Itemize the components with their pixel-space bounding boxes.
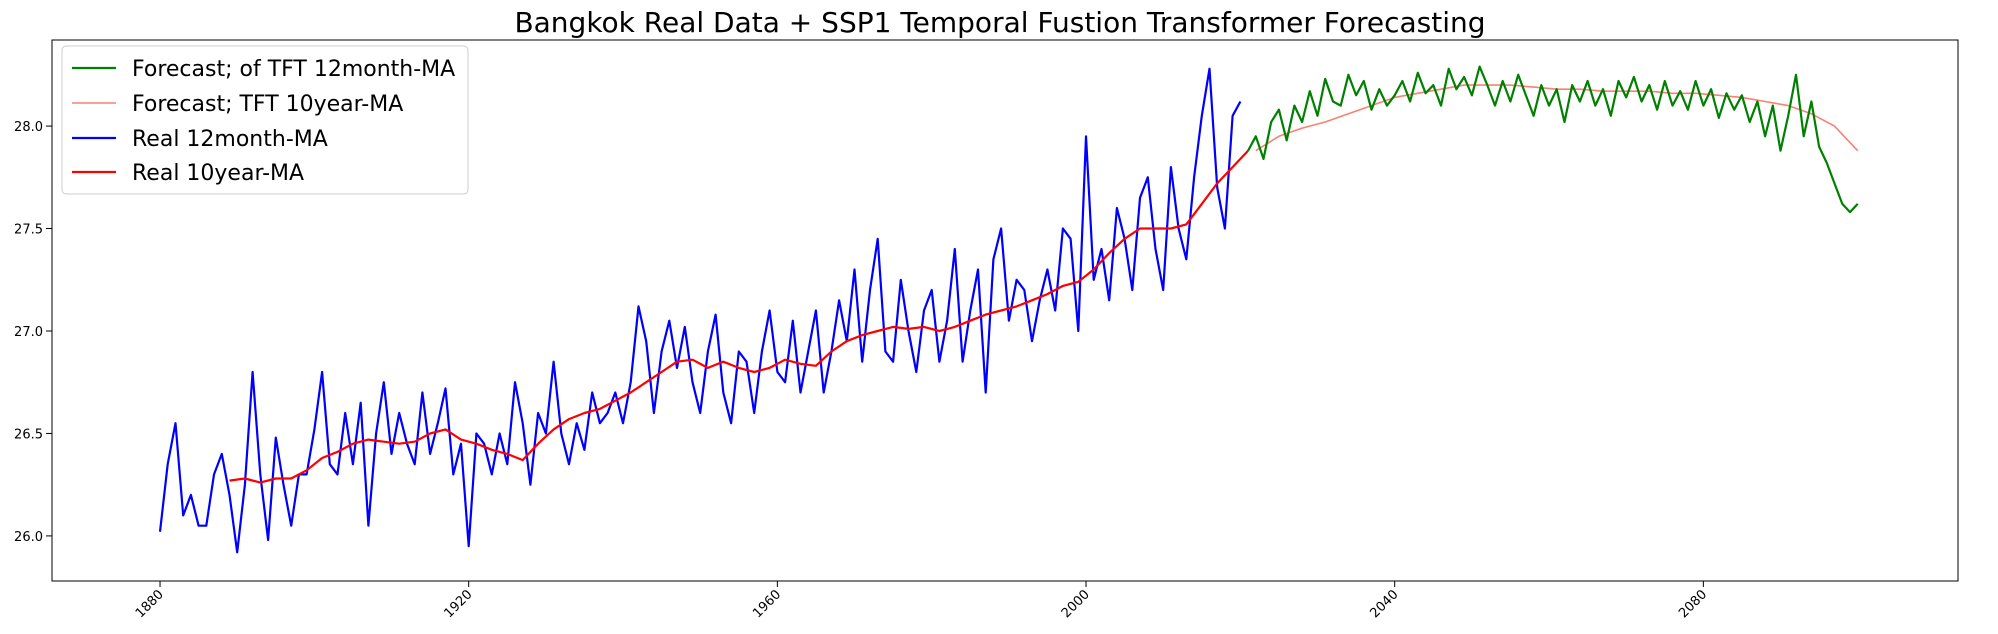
x-axis: 1880 1920 1960 2000 2040 2080: [133, 581, 1710, 621]
series-real-10year-ma: [229, 149, 1249, 484]
legend-label-forecast-12month: Forecast; of TFT 12month-MA: [132, 57, 455, 82]
y-tick-label: 27.0: [14, 325, 43, 340]
x-tick-label: 2040: [1368, 587, 1402, 621]
legend-label-real-10year: Real 10year-MA: [132, 161, 304, 186]
legend: Forecast; of TFT 12month-MA Forecast; TF…: [61, 45, 469, 195]
y-axis: 26.0 26.5 27.0 27.5 28.0: [14, 120, 52, 545]
y-tick-label: 26.5: [14, 427, 43, 442]
chart-title: Bangkok Real Data + SSP1 Temporal Fustio…: [514, 6, 1485, 39]
x-tick-label: 1960: [750, 587, 784, 621]
series-lines-group: [158, 65, 1859, 554]
x-tick-label: 1920: [442, 587, 476, 621]
legend-label-real-12month: Real 12month-MA: [132, 127, 328, 152]
legend-box: [61, 45, 469, 195]
plot-area-frame: [51, 39, 1959, 582]
series-forecast-10year-ma: [1255, 84, 1859, 152]
y-tick-label: 28.0: [14, 120, 43, 135]
x-tick-label: 1880: [133, 587, 167, 621]
x-tick-label: 2000: [1059, 587, 1093, 621]
x-tick-label: 2080: [1676, 587, 1710, 621]
y-tick-label: 26.0: [14, 530, 43, 545]
legend-label-forecast-10year: Forecast; TFT 10year-MA: [132, 92, 403, 117]
series-real-12month-ma: [158, 67, 1242, 554]
series-forecast-12month-ma: [1247, 65, 1859, 214]
y-tick-label: 27.5: [14, 223, 43, 238]
